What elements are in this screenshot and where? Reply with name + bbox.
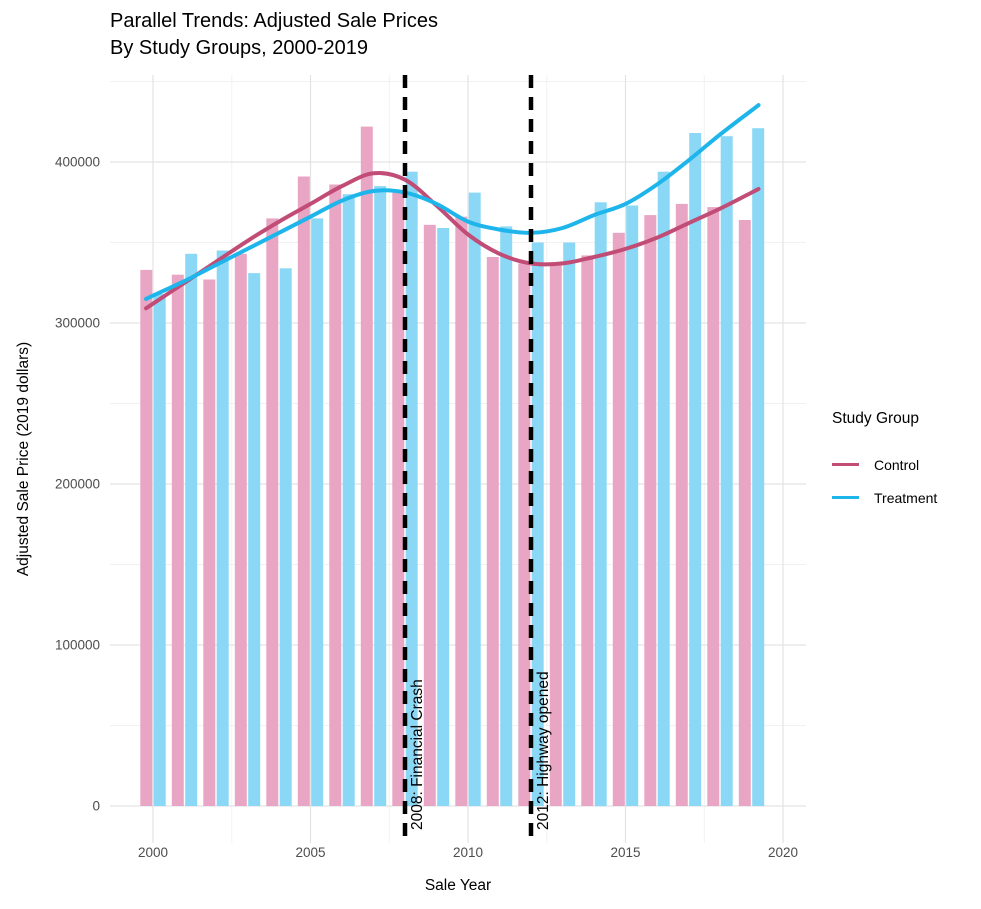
trend-line-control (144, 171, 761, 311)
x-tick-label-2000: 2000 (138, 845, 168, 860)
bar-control-2004 (266, 218, 279, 807)
bar-control-2019 (738, 220, 751, 806)
bar-treatment-2006 (342, 194, 355, 806)
x-axis-title: Sale Year (425, 877, 491, 894)
bar-control-2018 (707, 207, 720, 807)
chart-title: Parallel Trends: Adjusted Sale Prices By… (110, 8, 438, 62)
x-tick-label-2010: 2010 (453, 845, 483, 860)
bar-treatment-2016 (657, 171, 670, 806)
trend-line-layer (144, 103, 761, 311)
legend-item-treatment: Treatment (832, 481, 937, 514)
legend: Study Group Control Treatment (832, 410, 937, 514)
bar-control-2016 (644, 215, 657, 807)
bar-control-2017 (675, 203, 688, 806)
bar-control-2000 (140, 269, 153, 806)
event-label-2012: 2012: Highway opened (535, 671, 552, 830)
bar-control-2008 (392, 192, 405, 807)
y-tick-label-0: 0 (92, 799, 100, 814)
bar-treatment-2014 (594, 202, 607, 807)
chart-title-line1: Parallel Trends: Adjusted Sale Prices (110, 10, 438, 32)
bar-treatment-2015 (626, 205, 639, 806)
bar-control-2014 (581, 255, 594, 806)
bar-control-2007 (360, 126, 373, 807)
y-tick-label-300000: 300000 (55, 316, 100, 331)
event-line-layer: 2008: Financial Crash 2012: Highway opene… (402, 75, 552, 845)
bar-treatment-2012 (531, 242, 544, 806)
event-label-2008: 2008: Financial Crash (409, 679, 426, 830)
bar-treatment-2019 (752, 128, 765, 806)
bar-treatment-2010 (468, 192, 481, 807)
bar-control-2015 (612, 232, 625, 807)
bar-layer (140, 126, 765, 807)
bar-control-2011 (486, 257, 499, 806)
bar-treatment-2008 (405, 171, 418, 806)
legend-item-control: Control (832, 448, 937, 481)
x-tick-label-2020: 2020 (768, 845, 798, 860)
bar-treatment-2017 (689, 133, 702, 806)
bar-treatment-2004 (279, 268, 292, 806)
bar-control-2010 (455, 216, 468, 806)
bar-treatment-2002 (216, 250, 229, 806)
bar-treatment-2007 (374, 186, 387, 807)
bar-control-2001 (171, 274, 184, 806)
legend-key-control-line (832, 462, 859, 467)
x-tick-label-2005: 2005 (295, 845, 325, 860)
bar-control-2012 (518, 263, 531, 806)
legend-key-treatment-line (832, 495, 859, 500)
bar-treatment-2011 (500, 226, 513, 806)
y-axis-title: Adjusted Sale Price (2019 dollars) (15, 342, 32, 576)
bar-control-2002 (203, 279, 216, 806)
bar-control-2013 (549, 265, 562, 806)
axis-tick-label-layer: 0 100000 200000 300000 400000 2000 2005 2010 201… (55, 155, 798, 861)
legend-title: Study Group (832, 410, 920, 427)
y-tick-label-200000: 200000 (55, 477, 100, 492)
bar-control-2003 (234, 253, 247, 807)
x-tick-label-2015: 2015 (610, 845, 640, 860)
bar-treatment-2000 (153, 294, 166, 806)
chart-title-line2: By Study Groups, 2000-2019 (110, 37, 368, 59)
bar-control-2005 (297, 176, 310, 806)
bar-treatment-2001 (185, 253, 198, 807)
bar-treatment-2018 (720, 136, 733, 806)
trend-line-treatment (144, 103, 761, 301)
bar-control-2006 (329, 184, 342, 806)
bar-treatment-2009 (437, 228, 450, 806)
legend-label-treatment: Treatment (874, 489, 938, 506)
y-tick-label-100000: 100000 (55, 638, 100, 653)
bar-control-2009 (423, 224, 436, 807)
bar-treatment-2005 (311, 218, 324, 807)
legend-label-control: Control (874, 456, 920, 473)
y-tick-label-400000: 400000 (55, 155, 100, 170)
bar-treatment-2003 (248, 273, 261, 807)
bar-treatment-2013 (563, 242, 576, 806)
